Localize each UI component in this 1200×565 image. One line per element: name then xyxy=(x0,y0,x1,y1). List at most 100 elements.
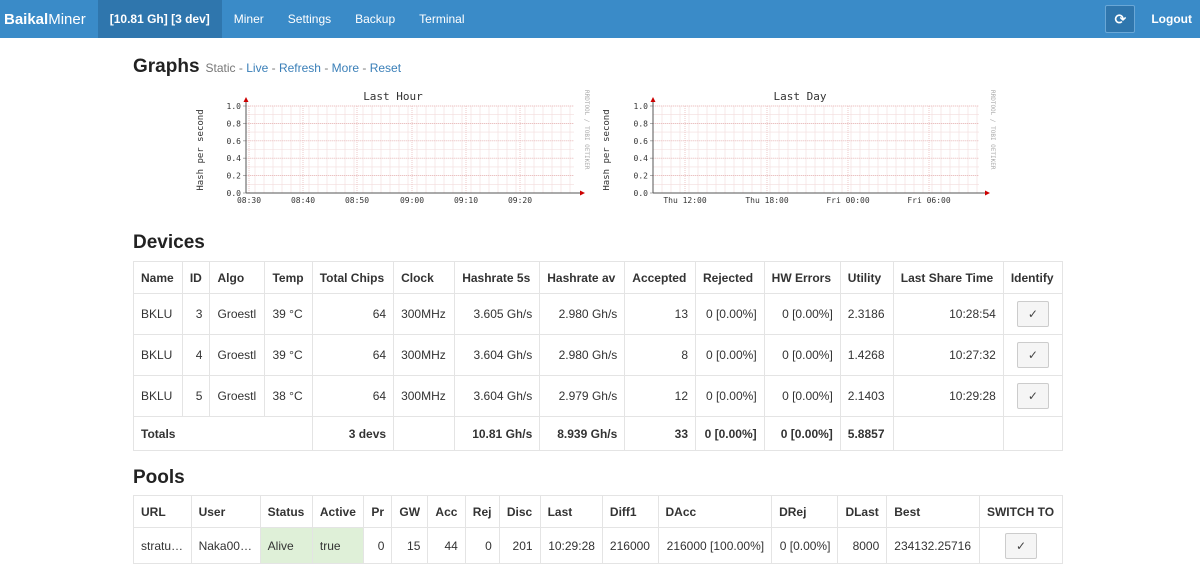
device-hw-errors: 0 [0.00%] xyxy=(763,293,841,335)
col-diff1[interactable]: Diff1 xyxy=(601,495,659,528)
col-algo[interactable]: Algo xyxy=(209,261,266,294)
last-day-graph: Last Day Hash per second RRDTOOL / TOBI … xyxy=(603,90,996,205)
col-total-chips[interactable]: Total Chips xyxy=(311,261,395,294)
nav-terminal[interactable]: Terminal xyxy=(419,12,465,26)
device-id: 3 xyxy=(181,293,211,335)
x-tick-label: 09:20 xyxy=(508,196,532,205)
col-last[interactable]: Last xyxy=(539,495,603,528)
x-tick-label: Thu 12:00 xyxy=(663,196,707,205)
y-axis-label: Hash per second xyxy=(603,109,612,190)
totals-accepted: 33 xyxy=(624,416,696,451)
y-tick-label: 0.4 xyxy=(634,154,649,163)
pools-header-row: URL User Status Active Pr GW Acc Rej Dis… xyxy=(133,495,1064,528)
col-utility[interactable]: Utility xyxy=(839,261,894,294)
device-last-share: 10:29:28 xyxy=(892,375,1004,417)
y-tick-label: 0.8 xyxy=(634,119,649,128)
refresh-icon: ⟳ xyxy=(1114,10,1127,27)
devices-title: Devices xyxy=(133,232,205,253)
col-rejected[interactable]: Rejected xyxy=(695,261,765,294)
col-hw-errors[interactable]: HW Errors xyxy=(763,261,841,294)
nav-hashrate-summary[interactable]: [10.81 Gh] [3 dev] xyxy=(97,0,222,38)
reset-link[interactable]: Reset xyxy=(369,61,402,75)
col-switch-to: SWITCH TO xyxy=(978,495,1064,528)
totals-rejected: 0 [0.00%] xyxy=(695,416,765,451)
col-url[interactable]: URL xyxy=(133,495,192,528)
col-best[interactable]: Best xyxy=(886,495,980,528)
device-row: BKLU 5 Groestl 38 °C 64 300MHz 3.604 Gh/… xyxy=(133,375,1064,417)
col-gw[interactable]: GW xyxy=(391,495,429,528)
refresh-link[interactable]: Refresh xyxy=(278,61,321,75)
graphs-header: Graphs Static - Live - Refresh - More - … xyxy=(133,56,401,78)
totals-empty xyxy=(1002,416,1064,451)
identify-button[interactable]: ✓ xyxy=(1016,342,1049,368)
refresh-button[interactable]: ⟳ xyxy=(1105,5,1136,33)
col-status[interactable]: Status xyxy=(259,495,313,528)
col-rej[interactable]: Rej xyxy=(464,495,500,528)
device-hashrate-av: 2.979 Gh/s xyxy=(539,375,626,417)
col-name[interactable]: Name xyxy=(133,261,183,294)
col-acc[interactable]: Acc xyxy=(427,495,466,528)
device-id: 4 xyxy=(181,334,211,376)
x-tick-label: 08:50 xyxy=(345,196,369,205)
y-tick-label: 0.6 xyxy=(634,137,649,146)
device-chips: 64 xyxy=(311,375,395,417)
brand-bold: Baikal xyxy=(4,10,49,28)
col-pr[interactable]: Pr xyxy=(363,495,393,528)
totals-clock-empty xyxy=(393,416,456,451)
col-last-share-time[interactable]: Last Share Time xyxy=(892,261,1004,294)
device-row: BKLU 4 Groestl 39 °C 64 300MHz 3.604 Gh/… xyxy=(133,334,1064,376)
x-tick-label: 09:10 xyxy=(454,196,478,205)
pool-drej: 0 [0.00%] xyxy=(771,527,839,564)
separator: - xyxy=(238,61,243,75)
device-chips: 64 xyxy=(311,334,395,376)
identify-button[interactable]: ✓ xyxy=(1016,301,1049,327)
device-chips: 64 xyxy=(311,293,395,335)
nav-settings[interactable]: Settings xyxy=(287,12,332,26)
col-user[interactable]: User xyxy=(190,495,261,528)
col-hashrate-5s[interactable]: Hashrate 5s xyxy=(454,261,541,294)
logout-button[interactable]: Logout xyxy=(1151,12,1192,26)
live-link[interactable]: Live xyxy=(246,61,269,75)
device-last-share: 10:28:54 xyxy=(892,293,1004,335)
pool-last: 10:29:28 xyxy=(539,527,603,564)
identify-button[interactable]: ✓ xyxy=(1016,383,1049,409)
rrdtool-credit: RRDTOOL / TOBI OETIKER xyxy=(989,90,996,170)
col-temp[interactable]: Temp xyxy=(264,261,313,294)
device-utility: 2.3186 xyxy=(839,293,894,335)
top-navbar: Baikal Miner [10.81 Gh] [3 dev] Miner Set… xyxy=(0,0,1200,38)
device-name: BKLU xyxy=(133,293,183,335)
switch-to-button[interactable]: ✓ xyxy=(1004,532,1037,559)
more-link[interactable]: More xyxy=(331,61,359,75)
nav-miner[interactable]: Miner xyxy=(233,12,264,26)
col-dlast[interactable]: DLast xyxy=(837,495,888,528)
device-id: 5 xyxy=(181,375,211,417)
device-accepted: 13 xyxy=(624,293,696,335)
col-hashrate-av[interactable]: Hashrate av xyxy=(539,261,626,294)
x-tick-label: 08:40 xyxy=(291,196,315,205)
x-tick-label: 08:30 xyxy=(237,196,261,205)
y-tick-label: 0.2 xyxy=(227,172,242,181)
device-algo: Groestl xyxy=(209,334,266,376)
x-tick-label: Fri 00:00 xyxy=(826,196,870,205)
col-id[interactable]: ID xyxy=(181,261,211,294)
col-clock[interactable]: Clock xyxy=(393,261,456,294)
totals-hashrate-av: 8.939 Gh/s xyxy=(539,416,626,451)
totals-label: Totals xyxy=(133,416,313,451)
col-active[interactable]: Active xyxy=(311,495,365,528)
device-clock: 300MHz xyxy=(393,375,456,417)
pool-user: Naka00… xyxy=(190,527,261,564)
brand-logo[interactable]: Baikal Miner xyxy=(0,0,98,38)
identify-cell: ✓ xyxy=(1002,334,1064,376)
col-drej[interactable]: DRej xyxy=(771,495,839,528)
y-tick-label: 0.8 xyxy=(227,119,242,128)
y-axis-arrow xyxy=(650,97,656,102)
col-accepted[interactable]: Accepted xyxy=(624,261,696,294)
identify-cell: ✓ xyxy=(1002,375,1064,417)
col-disc[interactable]: Disc xyxy=(498,495,541,528)
nav-backup[interactable]: Backup xyxy=(355,12,396,26)
x-tick-label: Thu 18:00 xyxy=(745,196,789,205)
device-last-share: 10:27:32 xyxy=(892,334,1004,376)
col-dacc[interactable]: DAcc xyxy=(657,495,773,528)
y-axis-label: Hash per second xyxy=(196,109,206,190)
totals-chips: 3 devs xyxy=(311,416,395,451)
